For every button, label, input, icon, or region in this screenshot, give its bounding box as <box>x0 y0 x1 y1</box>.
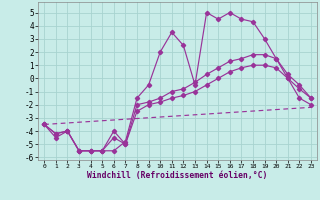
X-axis label: Windchill (Refroidissement éolien,°C): Windchill (Refroidissement éolien,°C) <box>87 171 268 180</box>
